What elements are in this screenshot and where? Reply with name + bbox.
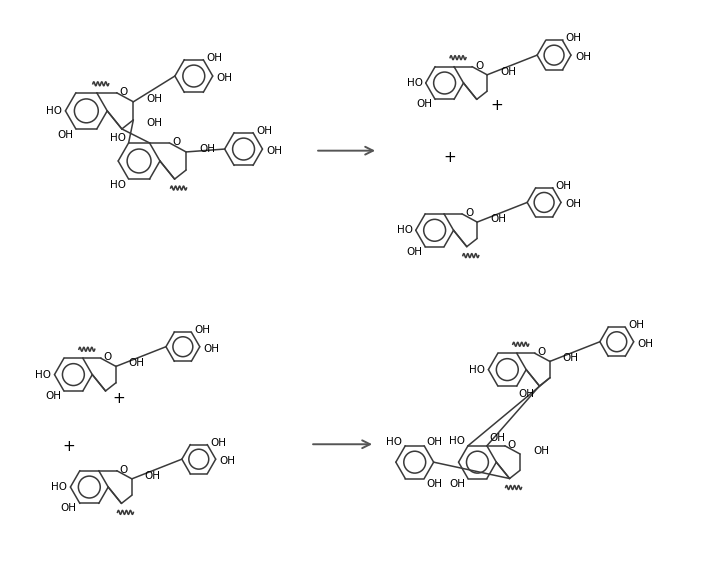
- Text: HO: HO: [51, 482, 68, 492]
- Text: OH: OH: [575, 52, 591, 62]
- Text: OH: OH: [217, 73, 233, 83]
- Text: OH: OH: [206, 53, 222, 62]
- Text: OH: OH: [61, 503, 77, 513]
- Text: HO: HO: [110, 180, 125, 190]
- Text: OH: OH: [565, 34, 582, 43]
- Text: OH: OH: [45, 391, 61, 401]
- Text: OH: OH: [406, 247, 423, 257]
- Text: OH: OH: [145, 471, 161, 481]
- Text: OH: OH: [518, 389, 534, 399]
- Text: OH: OH: [416, 99, 432, 109]
- Text: O: O: [104, 352, 112, 362]
- Text: OH: OH: [637, 339, 654, 349]
- Text: +: +: [62, 439, 75, 454]
- Text: OH: OH: [426, 479, 442, 488]
- Text: O: O: [172, 137, 180, 147]
- Text: O: O: [475, 61, 483, 71]
- Text: O: O: [465, 208, 473, 218]
- Text: OH: OH: [500, 67, 516, 77]
- Text: +: +: [112, 391, 125, 406]
- Text: OH: OH: [628, 320, 644, 330]
- Text: OH: OH: [146, 94, 162, 104]
- Text: HO: HO: [110, 133, 125, 143]
- Text: HO: HO: [46, 106, 63, 116]
- Text: OH: OH: [204, 344, 220, 354]
- Text: O: O: [538, 347, 546, 357]
- Text: HO: HO: [407, 78, 423, 88]
- Text: O: O: [120, 465, 128, 475]
- Text: OH: OH: [563, 353, 579, 364]
- Text: OH: OH: [211, 438, 226, 447]
- Text: HO: HO: [386, 437, 402, 447]
- Text: OH: OH: [490, 214, 506, 224]
- Text: OH: OH: [556, 181, 572, 191]
- Text: OH: OH: [199, 144, 215, 154]
- Text: OH: OH: [146, 118, 162, 128]
- Text: OH: OH: [256, 125, 272, 136]
- Text: +: +: [443, 150, 456, 165]
- Text: OH: OH: [57, 130, 73, 140]
- Text: HO: HO: [449, 436, 465, 446]
- Text: OH: OH: [194, 325, 211, 335]
- Text: OH: OH: [533, 446, 549, 456]
- Text: OH: OH: [565, 199, 581, 209]
- Text: OH: OH: [129, 358, 145, 368]
- Text: OH: OH: [489, 433, 505, 443]
- Text: OH: OH: [426, 437, 442, 447]
- Text: OH: OH: [267, 146, 283, 156]
- Text: HO: HO: [469, 365, 485, 375]
- Text: O: O: [508, 440, 516, 450]
- Text: OH: OH: [449, 479, 465, 488]
- Text: +: +: [491, 98, 503, 113]
- Text: OH: OH: [220, 456, 236, 466]
- Text: O: O: [120, 87, 128, 97]
- Text: HO: HO: [397, 225, 412, 235]
- Text: HO: HO: [35, 369, 51, 380]
